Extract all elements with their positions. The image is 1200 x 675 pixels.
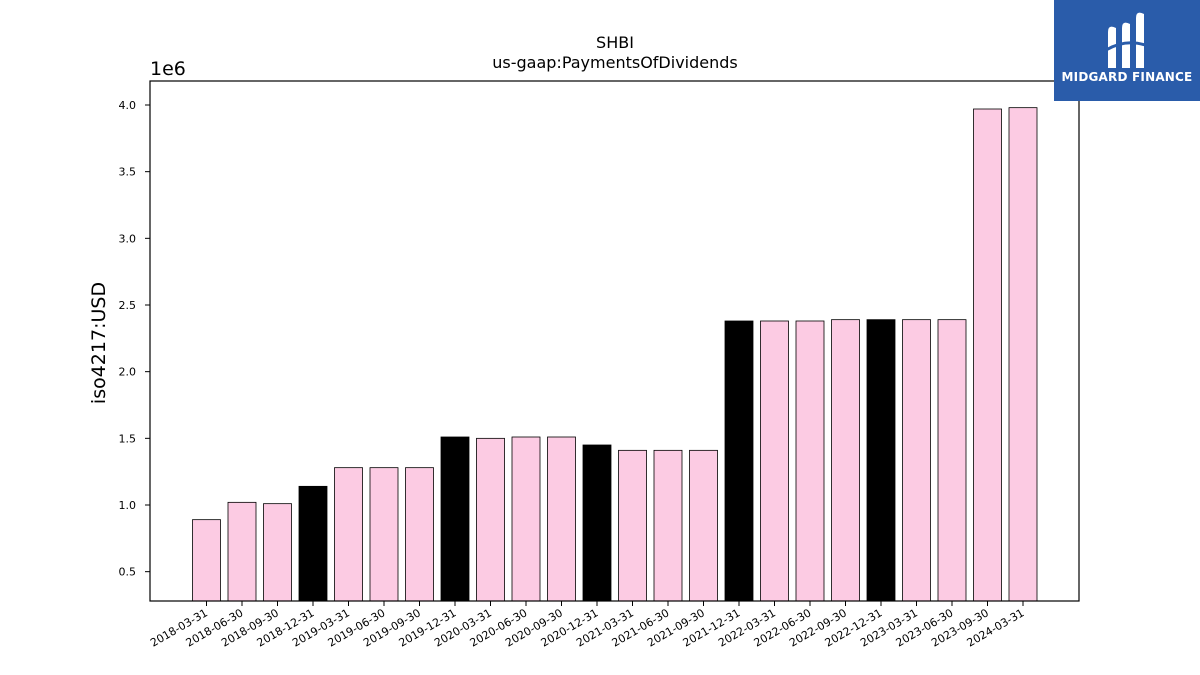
y-tick-label: 3.0 bbox=[119, 232, 137, 245]
bar-2021-06-30 bbox=[653, 449, 683, 602]
bar-2018-09-30 bbox=[263, 503, 292, 602]
brand-name: MIDGARD FINANCE bbox=[1061, 70, 1193, 84]
y-axis-label: iso4217:USD bbox=[88, 282, 110, 404]
y-tick-label: 1.0 bbox=[119, 499, 137, 512]
chart-title: SHBI bbox=[596, 33, 634, 52]
y-tick-label: 1.5 bbox=[119, 432, 137, 445]
y-multiplier-label: 1e6 bbox=[150, 58, 186, 80]
y-tick-label: 2.0 bbox=[119, 366, 137, 379]
x-axis: 2018-03-312018-06-302018-09-302018-12-31… bbox=[148, 601, 1027, 650]
bar-2018-03-31 bbox=[192, 519, 221, 602]
bar-2022-06-30 bbox=[795, 320, 825, 602]
bar-2023-09-30 bbox=[973, 108, 1002, 602]
y-axis: 0.5 1.0 1.5 2.0 2.5 3.0 3.5 4.0 bbox=[119, 99, 150, 579]
y-tick-label: 2.5 bbox=[119, 299, 137, 312]
bar-2019-03-31 bbox=[334, 467, 363, 602]
bar-2020-03-31 bbox=[476, 437, 505, 602]
bar-2021-09-30 bbox=[689, 449, 718, 602]
bar-2021-12-31 bbox=[724, 320, 754, 602]
bar-2019-06-30 bbox=[369, 467, 399, 602]
bar-2021-03-31 bbox=[618, 449, 647, 602]
bar-2019-12-31 bbox=[440, 436, 470, 602]
brand-logo: MIDGARD FINANCE bbox=[1054, 0, 1200, 101]
bar-2022-03-31 bbox=[760, 320, 789, 602]
bar-2022-12-31 bbox=[866, 319, 896, 602]
plot-frame bbox=[149, 80, 1080, 602]
chart-subtitle: us-gaap:PaymentsOfDividends bbox=[492, 53, 737, 72]
bar-2020-12-31 bbox=[582, 444, 612, 602]
bar-2022-09-30 bbox=[831, 319, 860, 602]
bar-2024-03-31 bbox=[1008, 107, 1038, 602]
bar-2023-03-31 bbox=[902, 319, 931, 602]
bar-2020-06-30 bbox=[511, 436, 541, 602]
bar-2018-12-31 bbox=[298, 485, 328, 602]
bar-2023-06-30 bbox=[937, 319, 967, 602]
bar-2019-09-30 bbox=[405, 467, 434, 602]
bar-2020-09-30 bbox=[547, 436, 576, 602]
y-tick-label: 4.0 bbox=[119, 99, 137, 112]
y-tick-label: 0.5 bbox=[119, 566, 137, 579]
y-tick-label: 3.5 bbox=[119, 166, 137, 179]
midgard-logo-icon bbox=[1105, 12, 1149, 69]
bars-group bbox=[192, 107, 1038, 602]
bar-2018-06-30 bbox=[227, 501, 257, 602]
